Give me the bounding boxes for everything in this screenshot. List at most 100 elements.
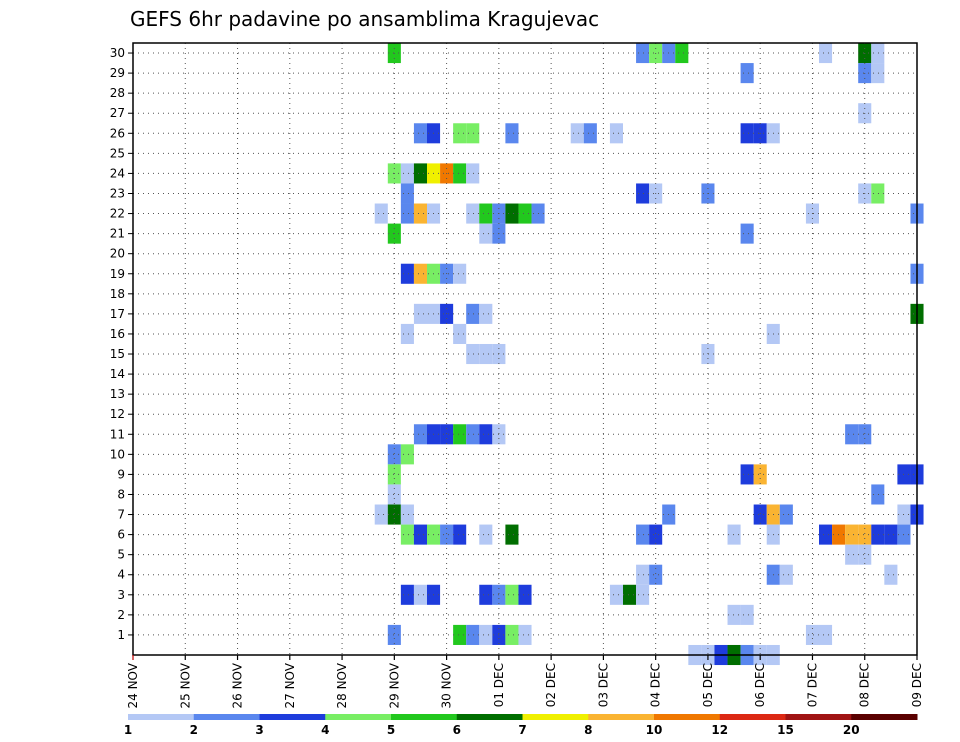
precip-cell: [479, 303, 493, 324]
plot-frame: [132, 42, 918, 656]
y-tick-label: 4: [117, 568, 125, 582]
precip-cell: [413, 163, 427, 184]
precip-cell: [858, 544, 872, 565]
precip-cell: [387, 504, 401, 525]
y-tick-label: 18: [110, 287, 125, 301]
precip-cell: [505, 123, 519, 144]
precip-cell: [570, 123, 584, 144]
y-tick-label: 24: [110, 166, 125, 180]
precip-cell: [479, 343, 493, 365]
y-tick-label: 12: [110, 407, 125, 421]
precip-cell: [413, 524, 427, 545]
colorbar-segment: [719, 714, 786, 720]
chart-title: GEFS 6hr padavine po ansamblima Kragujev…: [130, 7, 599, 31]
precip-cell: [819, 524, 833, 545]
x-tick-label: 01 DEC: [492, 663, 506, 707]
precip-cell: [400, 323, 414, 344]
x-tick-label: 28 NOV: [335, 662, 349, 708]
precip-cell: [871, 524, 885, 545]
x-tick-label: 24 NOV: [126, 662, 140, 708]
precip-cell: [727, 604, 741, 625]
precip-cell: [400, 263, 414, 284]
precip-cell: [413, 203, 427, 224]
precip-cell: [740, 604, 754, 625]
y-tick-label: 23: [110, 186, 125, 200]
y-tick-label: 5: [117, 548, 125, 562]
precip-cell: [636, 564, 650, 585]
y-axis-ticks: 1234567891011121314151617181920212223242…: [110, 46, 133, 642]
y-tick-label: 20: [110, 247, 125, 261]
precip-cell: [505, 584, 519, 605]
precip-cell: [753, 504, 767, 525]
x-tick-label: 07 DEC: [805, 663, 819, 707]
colorbar-segment: [128, 714, 195, 720]
colorbar-label: 1: [124, 723, 132, 737]
precip-cell: [740, 223, 754, 244]
precip-cell: [413, 584, 427, 605]
x-tick-label: 25 NOV: [178, 662, 192, 708]
precip-cell: [453, 323, 467, 344]
colorbar-segment: [522, 714, 589, 720]
precip-cell: [740, 464, 754, 485]
colorbar-label: 5: [387, 723, 395, 737]
precip-cell: [453, 163, 467, 184]
precip-cell: [387, 444, 401, 465]
precip-cell: [466, 163, 480, 184]
precip-cell: [413, 263, 427, 284]
precip-cell: [440, 524, 454, 545]
precip-cell: [636, 524, 650, 545]
x-tick-label: 09 DEC: [910, 663, 924, 707]
precip-cell: [884, 564, 898, 585]
colorbar-label: 3: [255, 723, 263, 737]
precip-cell: [583, 123, 597, 144]
precip-cell: [387, 484, 401, 505]
precip-cell: [413, 123, 427, 144]
precip-cell: [413, 303, 427, 324]
precip-cell: [479, 203, 493, 224]
precip-cell: [805, 624, 819, 645]
colorbar-label: 6: [453, 723, 461, 737]
precip-cell: [649, 524, 663, 545]
x-tick-label: 04 DEC: [649, 663, 663, 707]
colorbar-segment: [456, 714, 523, 720]
precip-cell: [779, 504, 793, 525]
precip-cell: [675, 43, 689, 64]
precip-cell: [479, 223, 493, 244]
precip-cell: [387, 464, 401, 485]
precip-cell: [636, 584, 650, 605]
y-tick-label: 8: [117, 487, 125, 501]
y-tick-label: 1: [117, 628, 125, 642]
colorbar-segment: [588, 714, 655, 720]
colorbar-label: 4: [321, 723, 329, 737]
colorbar-segment: [259, 714, 326, 720]
x-tick-label: 30 NOV: [440, 662, 454, 708]
precip-cell: [453, 524, 467, 545]
x-tick-label: 27 NOV: [283, 662, 297, 708]
x-tick-label: 08 DEC: [858, 663, 872, 707]
precip-cell: [609, 584, 623, 605]
precip-cell: [518, 624, 532, 645]
precip-cell: [649, 564, 663, 585]
y-tick-label: 17: [110, 307, 125, 321]
colorbar-label: 8: [584, 723, 592, 737]
precip-cell: [400, 203, 414, 224]
y-tick-label: 22: [110, 207, 125, 221]
grid-lines: [132, 43, 918, 655]
precip-cell: [871, 63, 885, 84]
precip-cell: [740, 123, 754, 144]
precip-cell: [858, 524, 872, 545]
colorbar-segment: [325, 714, 392, 720]
y-tick-label: 14: [110, 367, 125, 381]
precip-cell: [845, 424, 859, 445]
precip-cell: [400, 584, 414, 605]
precip-cell: [609, 123, 623, 144]
y-tick-label: 19: [110, 267, 125, 281]
precip-cell: [466, 303, 480, 324]
colorbar-segment: [785, 714, 852, 720]
precip-cell: [479, 624, 493, 645]
colorbar-label: 7: [518, 723, 526, 737]
precip-cell: [453, 424, 467, 445]
precip-cell: [440, 424, 454, 445]
x-tick-label: 06 DEC: [753, 663, 767, 707]
precip-cell: [518, 203, 532, 224]
